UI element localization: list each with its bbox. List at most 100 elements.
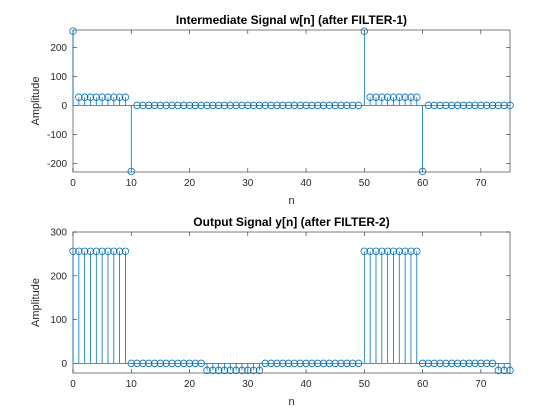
stem-marker — [203, 366, 211, 375]
stem-marker — [133, 101, 141, 110]
stem-marker — [448, 359, 456, 368]
x-tick-label: 50 — [359, 379, 371, 390]
stem-marker — [401, 247, 409, 255]
stem-marker — [348, 359, 357, 368]
stem-marker — [185, 101, 194, 110]
stem-marker — [337, 359, 345, 368]
y-tick-label: 100 — [50, 72, 67, 83]
stem-marker — [500, 101, 508, 110]
stem-marker — [331, 101, 339, 110]
stem-marker — [494, 366, 503, 375]
stem-marker — [436, 359, 444, 368]
stem-marker — [209, 101, 217, 110]
stem-marker — [430, 359, 438, 368]
stem-marker — [162, 101, 170, 110]
stem-marker — [150, 359, 159, 368]
stem-marker — [104, 93, 112, 101]
stem-marker — [337, 101, 345, 110]
stem-marker — [191, 359, 200, 368]
stem-marker — [244, 366, 252, 375]
x-tick-label: 40 — [301, 178, 313, 189]
y-axis-label: Amplitude — [30, 77, 42, 126]
y-tick-label: -100 — [47, 130, 67, 141]
y-axis-label: Amplitude — [30, 278, 42, 327]
stem-marker — [69, 27, 77, 35]
stem-marker — [360, 27, 369, 35]
stem-marker — [314, 359, 322, 368]
stem-marker — [383, 247, 392, 255]
stem-marker — [314, 101, 322, 110]
stem-marker — [442, 359, 450, 368]
stem-marker — [110, 93, 118, 101]
subplot-2: Output Signal y[n] (after FILTER-2) 0 10 20… — [30, 215, 514, 408]
stem-marker — [104, 247, 112, 255]
stem-marker — [284, 359, 293, 368]
stem-marker — [86, 247, 95, 255]
stem-marker — [197, 101, 205, 110]
y-tick-label: -200 — [47, 159, 67, 170]
stem-marker — [343, 101, 351, 110]
stem-marker — [331, 359, 339, 368]
stem-marker — [185, 359, 194, 368]
stem-marker — [477, 359, 485, 368]
stem-marker — [156, 359, 165, 368]
stem-marker — [302, 359, 310, 368]
y-tick-label: 200 — [50, 271, 67, 282]
stem-marker — [279, 101, 287, 110]
stem-marker — [395, 93, 403, 101]
stem-marker — [488, 101, 497, 110]
stem-marker — [249, 366, 258, 375]
chart-title: Output Signal y[n] (after FILTER-2) — [193, 215, 389, 229]
stem-marker — [290, 359, 299, 368]
x-tick-label: 70 — [475, 379, 487, 390]
stem-marker — [482, 101, 491, 110]
stem-marker — [465, 359, 473, 368]
stem-marker — [389, 93, 398, 101]
stem-marker — [494, 101, 503, 110]
stem-marker — [296, 101, 304, 110]
stem-marker — [413, 93, 421, 101]
stem-marker — [465, 101, 473, 110]
stem-marker — [366, 93, 374, 101]
stem-marker — [255, 101, 264, 110]
stem-marker — [378, 93, 386, 101]
stem-marker — [284, 101, 293, 110]
x-tick-label: 30 — [242, 178, 254, 189]
stem-marker — [424, 359, 433, 368]
stem-marker — [319, 359, 328, 368]
stem-marker — [401, 93, 409, 101]
plot-area — [72, 29, 511, 173]
stem-marker — [424, 101, 433, 110]
stem-marker — [191, 101, 200, 110]
stem-marker — [75, 247, 83, 255]
x-tick-label: 0 — [70, 178, 76, 189]
stem-marker — [203, 101, 211, 110]
x-tick-label: 20 — [184, 379, 196, 390]
stem-marker — [273, 101, 281, 110]
stem-marker — [110, 247, 118, 255]
y-tick-label: 300 — [50, 228, 67, 239]
stem-marker — [261, 101, 269, 110]
stem-marker — [418, 167, 427, 176]
stem-marker — [383, 93, 392, 101]
stem-marker — [162, 359, 170, 368]
stem-marker — [244, 101, 252, 110]
stem-marker — [209, 366, 217, 375]
x-tick-label: 50 — [359, 178, 371, 189]
stem-marker — [214, 366, 223, 375]
y-tick-label: 200 — [50, 43, 67, 54]
stem-marker — [453, 101, 462, 110]
stem-marker — [180, 359, 188, 368]
stem-marker — [80, 247, 89, 255]
stem-marker — [168, 359, 176, 368]
x-tick-label: 70 — [475, 178, 487, 189]
stem-marker — [407, 247, 415, 255]
stem-marker — [500, 366, 508, 375]
y-tick-label: 100 — [50, 315, 67, 326]
stem-marker — [220, 366, 229, 375]
stem-marker — [372, 247, 380, 255]
stem-marker — [156, 101, 165, 110]
stem-marker — [145, 101, 153, 110]
stem-marker — [459, 101, 468, 110]
x-tick-label: 0 — [70, 379, 76, 390]
